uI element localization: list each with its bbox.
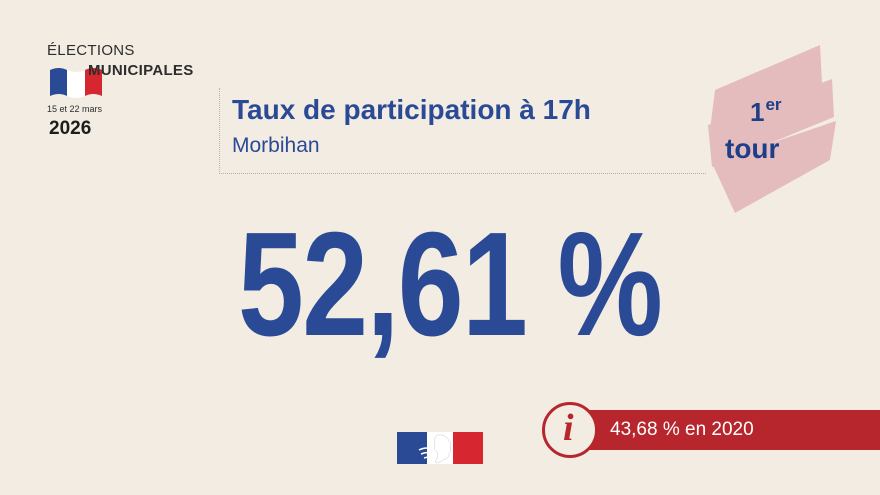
logo-dates: 15 et 22 mars [47, 104, 103, 114]
info-banner: 43,68 % en 2020 i [542, 402, 880, 458]
logo-year: 2026 [49, 118, 92, 139]
tour-badge: 1er tour [700, 45, 840, 220]
info-icon: i [542, 402, 598, 458]
tour-number: 1er [750, 95, 782, 127]
logo-elections-label: ÉLECTIONS [47, 42, 135, 59]
info-bar [577, 410, 880, 450]
page-title: Taux de participation à 17h [232, 94, 591, 125]
french-flag-icon [50, 68, 102, 98]
department-name: Morbihan [232, 134, 320, 157]
republique-francaise-logo [397, 432, 483, 464]
ribbon-shape [708, 45, 836, 213]
previous-rate-text: 43,68 % en 2020 [610, 419, 754, 440]
tour-label: tour [725, 133, 780, 164]
logo-municipales-label: MUNICIPALES [88, 62, 194, 79]
participation-rate: 52,61 % [238, 202, 663, 367]
tour-suffix: er [765, 95, 782, 114]
elections-logo: ÉLECTIONS MUNICIPALES 15 et 22 mars 2026 [40, 40, 210, 145]
header-block: Taux de participation à 17h Morbihan [219, 88, 706, 174]
